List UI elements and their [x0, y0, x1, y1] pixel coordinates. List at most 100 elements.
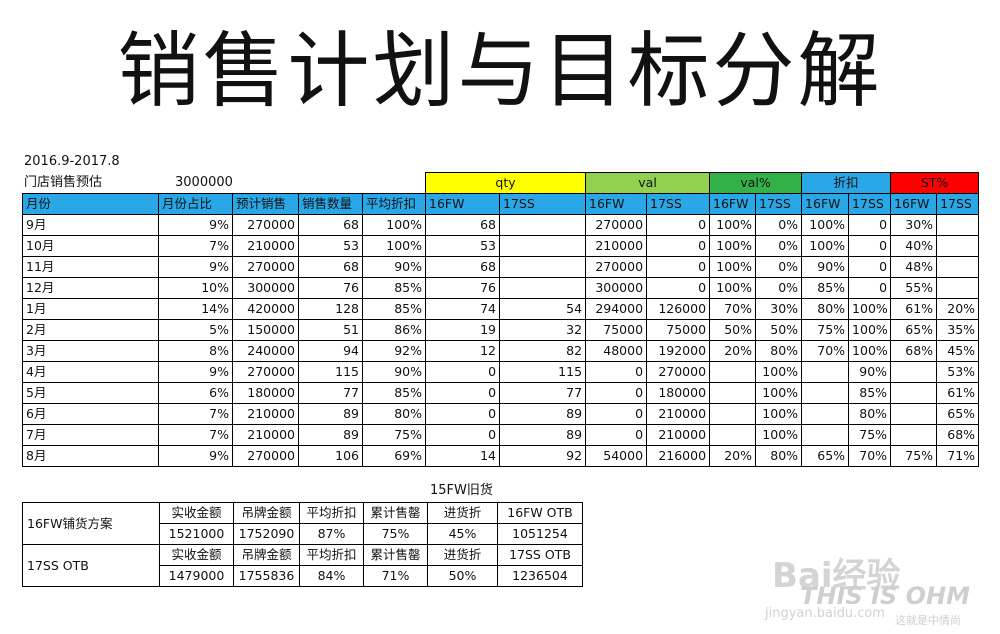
table-cell — [499, 214, 587, 236]
otb-value: 1479000 — [159, 565, 234, 587]
table-cell: 77 — [298, 382, 363, 404]
table-cell: 82 — [499, 340, 587, 362]
page-title: 销售计划与目标分解 — [117, 24, 883, 119]
table-cell: 100% — [848, 319, 892, 341]
table-cell: 12 — [425, 340, 501, 362]
table-cell: 65% — [936, 403, 980, 425]
table-row: 6月 7% 210000 89 80% 0 89 0 210000 100% 80% 65% — [22, 403, 980, 425]
column-header: 16FW — [585, 193, 648, 215]
month-cell: 9月 — [22, 214, 159, 236]
table-cell: 89 — [499, 424, 587, 446]
table-cell: 294000 — [585, 298, 648, 320]
otb-caption: 15FW旧货 — [430, 483, 493, 498]
table-cell: 20% — [936, 298, 980, 320]
column-header: 月份 — [22, 193, 159, 215]
table-cell: 180000 — [646, 382, 711, 404]
table-cell: 270000 — [232, 256, 299, 278]
month-cell: 12月 — [22, 277, 159, 299]
table-cell: 40% — [890, 235, 938, 257]
column-header: 月份占比 — [158, 193, 233, 215]
table-cell: 270000 — [232, 445, 299, 467]
table-cell: 300000 — [232, 277, 299, 299]
table-cell: 100% — [361, 235, 427, 257]
table-cell: 100% — [709, 277, 757, 299]
otb-header-row: 16FW铺货方案 实收金额 吊牌金额 平均折扣 累计售罄 进货折 16FW OT… — [22, 502, 583, 545]
table-cell: 0 — [848, 277, 892, 299]
table-cell — [709, 424, 757, 446]
table-cell: 68% — [890, 340, 938, 362]
column-header: 预计销售 — [232, 193, 299, 215]
table-cell — [499, 235, 587, 257]
table-cell: 0 — [425, 424, 501, 446]
otb-header: 实收金额 — [159, 544, 234, 566]
month-cell: 10月 — [22, 235, 159, 257]
group-val-pct: val% — [709, 172, 803, 194]
table-cell: 77 — [499, 382, 587, 404]
table-cell: 180000 — [232, 382, 299, 404]
table-cell: 128 — [298, 298, 363, 320]
forecast-label: 门店销售预估 — [24, 175, 103, 190]
table-cell: 50% — [709, 319, 757, 341]
otb-header: 平均折扣 — [299, 502, 364, 524]
table-cell: 100% — [848, 298, 892, 320]
table-cell: 85% — [361, 382, 427, 404]
table-cell: 90% — [801, 256, 850, 278]
table-row: 4月 9% 270000 115 90% 0 115 0 270000 100% 90% 53% — [22, 361, 980, 383]
table-cell — [936, 277, 980, 299]
table-cell: 210000 — [646, 403, 711, 425]
table-cell: 89 — [499, 403, 587, 425]
otb-table: 16FW铺货方案 实收金额 吊牌金额 平均折扣 累计售罄 进货折 16FW OT… — [22, 502, 583, 587]
column-header: 17SS — [646, 193, 711, 215]
watermark-sub: 这就是中情尚 — [895, 614, 961, 627]
table-cell: 74 — [425, 298, 501, 320]
table-cell: 61% — [890, 298, 938, 320]
table-cell: 19 — [425, 319, 501, 341]
table-cell: 100% — [755, 382, 803, 404]
otb-value: 75% — [363, 523, 428, 545]
month-cell: 2月 — [22, 319, 159, 341]
table-cell: 0% — [755, 235, 803, 257]
otb-header: 累计售罄 — [363, 502, 428, 524]
otb-header: 17SS OTB — [497, 544, 583, 566]
table-cell: 0% — [755, 214, 803, 236]
table-cell: 90% — [361, 361, 427, 383]
table-cell: 89 — [298, 424, 363, 446]
table-cell: 68 — [298, 256, 363, 278]
table-cell: 75000 — [585, 319, 648, 341]
column-header: 16FW — [890, 193, 938, 215]
table-cell: 270000 — [585, 214, 648, 236]
table-cell: 115 — [298, 361, 363, 383]
month-cell: 1月 — [22, 298, 159, 320]
column-header: 16FW — [801, 193, 850, 215]
table-cell: 210000 — [232, 424, 299, 446]
table-cell: 53 — [298, 235, 363, 257]
table-row: 11月 9% 270000 68 90% 68 270000 0 100% 0% 90% 0 48% — [22, 256, 980, 278]
month-cell: 3月 — [22, 340, 159, 362]
table-cell: 216000 — [646, 445, 711, 467]
table-cell: 5% — [158, 319, 233, 341]
otb-value: 1521000 — [159, 523, 234, 545]
table-cell: 75% — [801, 319, 850, 341]
table-cell: 100% — [709, 214, 757, 236]
month-cell: 11月 — [22, 256, 159, 278]
table-cell: 69% — [361, 445, 427, 467]
otb-value: 50% — [427, 565, 498, 587]
table-cell — [890, 382, 938, 404]
table-cell: 54 — [499, 298, 587, 320]
table-cell — [801, 361, 850, 383]
table-cell: 7% — [158, 424, 233, 446]
table-cell: 0 — [646, 256, 711, 278]
table-cell: 68 — [425, 256, 501, 278]
table-cell: 92% — [361, 340, 427, 362]
table-cell: 80% — [755, 340, 803, 362]
table-cell: 30% — [755, 298, 803, 320]
column-header: 17SS — [499, 193, 587, 215]
group-val: val — [585, 172, 711, 194]
table-cell: 20% — [709, 445, 757, 467]
table-cell: 75% — [848, 424, 892, 446]
table-cell: 94 — [298, 340, 363, 362]
table-cell: 7% — [158, 403, 233, 425]
table-cell: 0 — [848, 235, 892, 257]
month-cell: 4月 — [22, 361, 159, 383]
otb-header: 吊牌金额 — [233, 502, 300, 524]
